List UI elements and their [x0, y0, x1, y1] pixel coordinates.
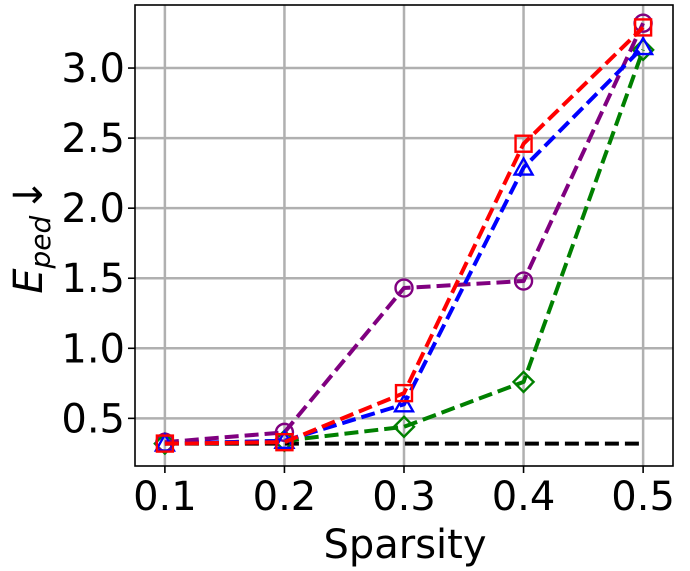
y-tick-label: 2.0: [61, 186, 125, 232]
data-point-circle: [394, 278, 414, 298]
series-layer: [153, 13, 655, 456]
y-tick-label: 3.0: [61, 46, 125, 92]
data-point-diamond: [392, 415, 416, 439]
series-line: [164, 49, 645, 446]
series-line: [164, 22, 645, 445]
data-point-diamond: [631, 38, 655, 62]
y-axis-label-sub: ped: [24, 216, 57, 270]
data-point-circle: [513, 271, 534, 291]
data-point-square: [633, 18, 653, 37]
x-tick-label: 0.3: [372, 474, 436, 520]
data-point-square: [275, 432, 294, 452]
data-point-triangle: [632, 35, 655, 56]
data-point-square: [155, 434, 175, 453]
y-tick-label: 1.5: [61, 256, 125, 302]
data-point-triangle: [512, 156, 535, 176]
data-point-square: [514, 134, 533, 153]
y-axis-label-arrow: ↓: [6, 178, 52, 212]
y-tick-label: 1.0: [61, 326, 125, 372]
y-tick-label: 2.5: [61, 116, 125, 162]
series-square: [155, 18, 653, 453]
data-point-triangle: [392, 392, 416, 413]
series-line: [164, 25, 645, 446]
x-tick-label: 0.1: [133, 474, 197, 520]
x-tick-label: 0.5: [611, 474, 675, 520]
x-tick-label: 0.4: [492, 474, 556, 520]
y-tick-label: 0.5: [61, 396, 125, 442]
x-tick-label: 0.2: [253, 474, 317, 520]
x-axis-label: Sparsity: [323, 522, 486, 568]
data-point-square: [394, 383, 414, 403]
series-line: [164, 45, 645, 446]
y-axis-label: Eped ↓: [6, 178, 57, 294]
data-point-diamond: [511, 370, 536, 394]
ticks: 0.1 0.2 0.3 0.4 0.5 0.5 1.0 1.5 2.0 2.5 3.0: [61, 46, 675, 520]
y-axis-label-main: E: [6, 268, 52, 294]
